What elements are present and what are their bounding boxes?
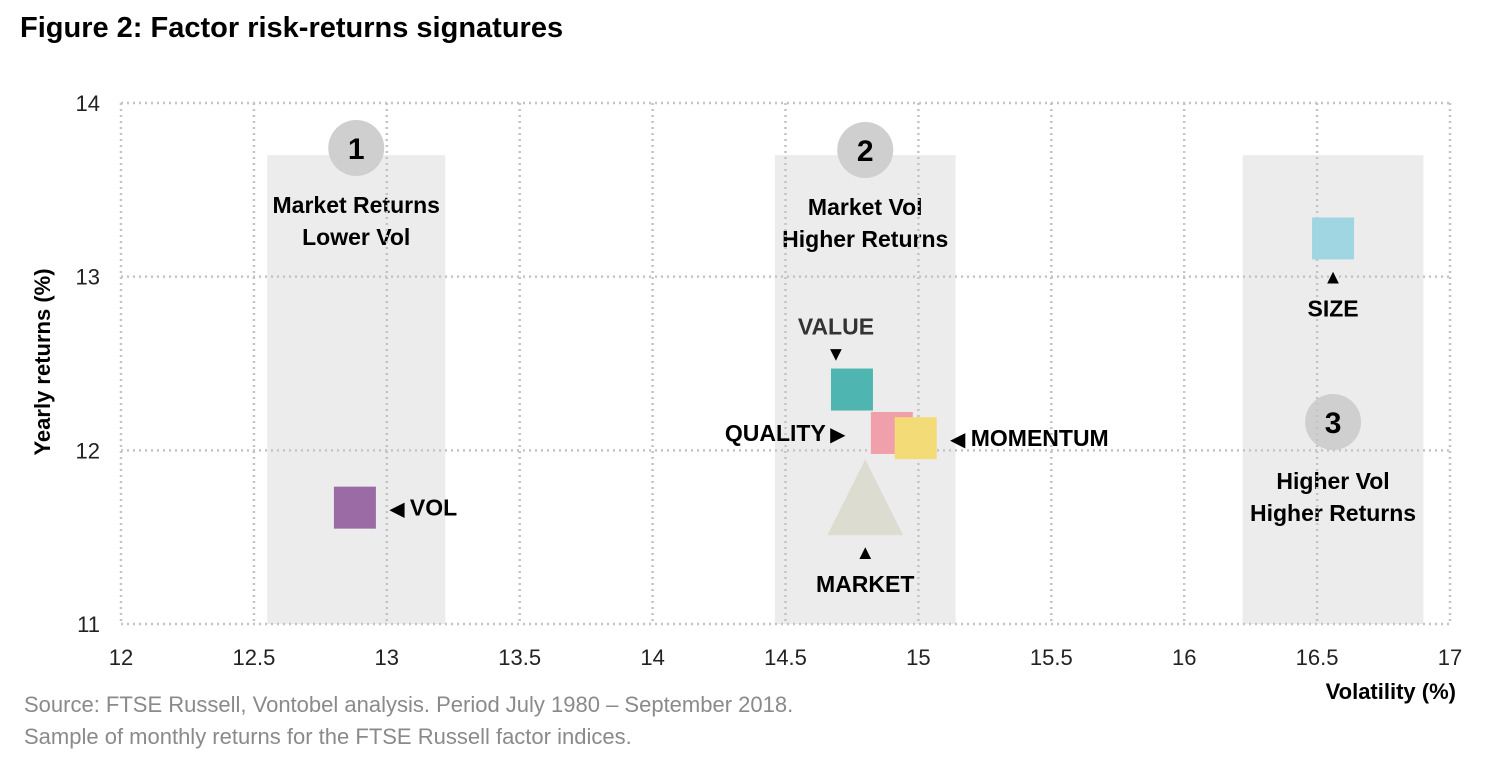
zone-1-caption-line: Lower Vol: [302, 224, 410, 250]
zone-1-caption-line: Market Returns: [273, 192, 440, 218]
x-tick-label: 16.5: [1296, 645, 1339, 670]
market-marker: [827, 459, 904, 536]
zone-1-band: [267, 155, 446, 624]
size-arrow: ▲: [1323, 266, 1343, 288]
x-tick-label: 16: [1172, 645, 1196, 670]
y-axis-title: Yearly returns (%): [30, 268, 55, 455]
points-layer: ◀ VOL▼VALUE▶QUALITY ◀ MOMENTUM▲MARKET▲SIZE: [333, 217, 1359, 597]
source-note-line-1: Source: FTSE Russell, Vontobel analysis.…: [24, 692, 794, 717]
zone-2-number: 2: [857, 135, 874, 168]
zone-2-badge: [837, 122, 894, 178]
size-label: SIZE: [1307, 295, 1358, 321]
y-tick-label: 12: [76, 438, 100, 463]
x-tick-label: 12.5: [232, 645, 275, 670]
momentum-marker: [894, 417, 937, 460]
zone-3-caption-line: Higher Vol: [1276, 468, 1389, 494]
momentum-arrow: ◀: [950, 429, 966, 451]
quality-arrow: ▶: [830, 424, 846, 446]
zone-3-badge: [1305, 394, 1362, 450]
value-arrow: ▼: [826, 344, 846, 366]
size-marker: [1312, 217, 1355, 260]
vol-label: VOL: [410, 495, 457, 521]
x-axis-title: Volatility (%): [1326, 679, 1456, 704]
x-tick-label: 14: [640, 645, 664, 670]
x-tick-label: 12: [109, 645, 133, 670]
zone-1-number: 1: [348, 133, 365, 166]
market-label: MARKET: [816, 571, 914, 597]
zone-1-badge: [328, 120, 385, 176]
market-arrow: ▲: [855, 542, 875, 564]
chart-title: Figure 2: Factor risk-returns signatures: [20, 12, 564, 44]
x-tick-label: 13.5: [498, 645, 541, 670]
vol-marker: [333, 486, 376, 529]
y-tick-label: 11: [77, 612, 100, 637]
x-tick-label: 15: [906, 645, 930, 670]
x-tick-label: 17: [1438, 645, 1462, 670]
zone-2-caption-line: Market Vol: [808, 194, 923, 220]
x-tick-label: 13: [375, 645, 399, 670]
zone-2-caption-line: Higher Returns: [782, 226, 948, 252]
x-tick-label: 14.5: [764, 645, 807, 670]
zone-3-number: 3: [1325, 407, 1342, 440]
y-tick-label: 14: [76, 91, 100, 116]
zone-3-caption-line: Higher Returns: [1250, 500, 1416, 526]
value-marker: [830, 368, 873, 411]
vol-arrow: ◀: [389, 499, 405, 521]
quality-label: QUALITY: [725, 420, 826, 446]
source-note-line-2: Sample of monthly returns for the FTSE R…: [24, 724, 632, 749]
y-tick-label: 13: [76, 265, 100, 290]
momentum-label: MOMENTUM: [971, 425, 1109, 451]
x-tick-label: 15.5: [1030, 645, 1073, 670]
value-label: VALUE: [798, 314, 874, 340]
